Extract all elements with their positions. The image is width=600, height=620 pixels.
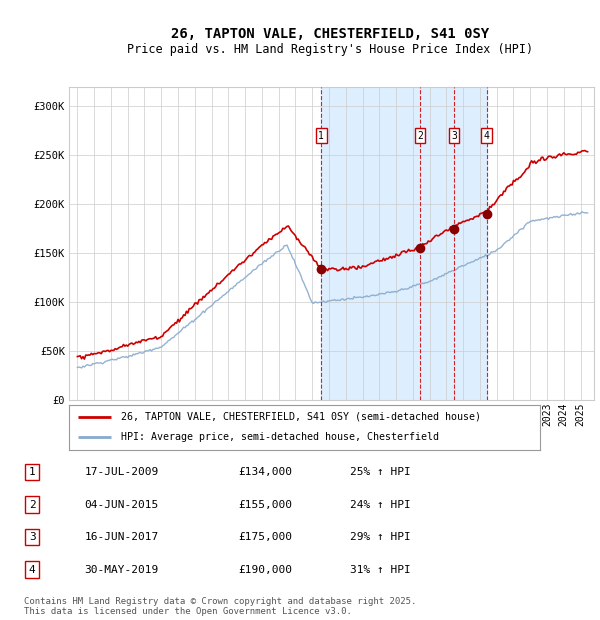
Text: 17-JUL-2009: 17-JUL-2009 [85, 467, 158, 477]
Text: 3: 3 [451, 131, 457, 141]
Text: 04-JUN-2015: 04-JUN-2015 [85, 500, 158, 510]
Text: 26, TAPTON VALE, CHESTERFIELD, S41 0SY (semi-detached house): 26, TAPTON VALE, CHESTERFIELD, S41 0SY (… [121, 412, 481, 422]
Text: 25% ↑ HPI: 25% ↑ HPI [350, 467, 411, 477]
Text: Contains HM Land Registry data © Crown copyright and database right 2025.
This d: Contains HM Land Registry data © Crown c… [24, 596, 416, 616]
Text: Price paid vs. HM Land Registry's House Price Index (HPI): Price paid vs. HM Land Registry's House … [127, 43, 533, 56]
Text: 31% ↑ HPI: 31% ↑ HPI [350, 565, 411, 575]
Text: 2: 2 [417, 131, 423, 141]
Bar [321, 87, 487, 400]
Text: 29% ↑ HPI: 29% ↑ HPI [350, 532, 411, 542]
Text: 2: 2 [29, 500, 35, 510]
Text: £190,000: £190,000 [238, 565, 292, 575]
Text: 4: 4 [484, 131, 490, 141]
Text: 16-JUN-2017: 16-JUN-2017 [85, 532, 158, 542]
Text: £155,000: £155,000 [238, 500, 292, 510]
Text: HPI: Average price, semi-detached house, Chesterfield: HPI: Average price, semi-detached house,… [121, 432, 439, 443]
Text: £175,000: £175,000 [238, 532, 292, 542]
Text: 1: 1 [319, 131, 324, 141]
Text: 1: 1 [29, 467, 35, 477]
Text: 4: 4 [29, 565, 35, 575]
Text: 30-MAY-2019: 30-MAY-2019 [85, 565, 158, 575]
Text: 24% ↑ HPI: 24% ↑ HPI [350, 500, 411, 510]
Text: 3: 3 [29, 532, 35, 542]
Text: 26, TAPTON VALE, CHESTERFIELD, S41 0SY: 26, TAPTON VALE, CHESTERFIELD, S41 0SY [171, 27, 489, 41]
Text: £134,000: £134,000 [238, 467, 292, 477]
